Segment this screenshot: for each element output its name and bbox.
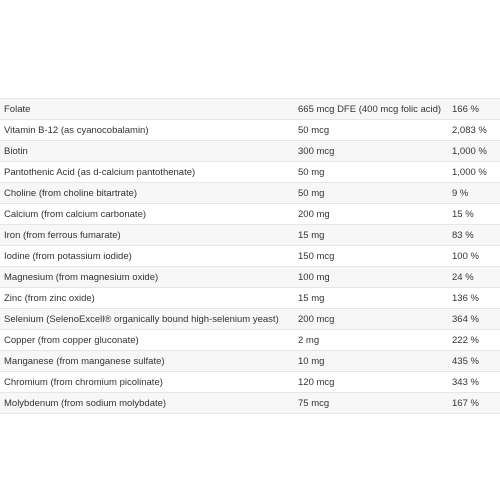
nutrient-amount: 15 mg [298,224,452,246]
nutrient-name: Copper (from copper gluconate) [0,329,298,351]
nutrient-daily-value: 15 % [452,203,500,225]
table-row: Pantothenic Acid (as d-calcium pantothen… [0,161,500,183]
nutrient-name: Zinc (from zinc oxide) [0,287,298,309]
nutrient-daily-value: 83 % [452,224,500,246]
table-row: Selenium (SelenoExcell® organically boun… [0,308,500,330]
nutrient-amount: 10 mg [298,350,452,372]
nutrient-daily-value: 24 % [452,266,500,288]
table-row: Chromium (from chromium picolinate) 120 m… [0,371,500,393]
nutrient-daily-value: 343 % [452,371,500,393]
nutrient-daily-value: 2,083 % [452,119,500,141]
nutrient-name: Calcium (from calcium carbonate) [0,203,298,225]
nutrient-amount: 50 mg [298,182,452,204]
nutrient-amount: 200 mcg [298,308,452,330]
table-row: Calcium (from calcium carbonate) 200 mg 15… [0,203,500,225]
nutrient-name: Choline (from choline bitartrate) [0,182,298,204]
nutrient-amount: 200 mg [298,203,452,225]
nutrient-amount: 2 mg [298,329,452,351]
nutrient-amount: 50 mcg [298,119,452,141]
table-row: Iron (from ferrous fumarate) 15 mg 83 % [0,224,500,246]
nutrient-name: Selenium (SelenoExcell® organically boun… [0,308,298,330]
nutrient-name: Magnesium (from magnesium oxide) [0,266,298,288]
table-row: Vitamin B-12 (as cyanocobalamin) 50 mcg 2,… [0,119,500,141]
nutrient-daily-value: 222 % [452,329,500,351]
nutrient-name: Iron (from ferrous fumarate) [0,224,298,246]
table-row: Biotin 300 mcg 1,000 % [0,140,500,162]
nutrient-amount: 665 mcg DFE (400 mcg folic acid) [298,98,452,120]
nutrient-daily-value: 9 % [452,182,500,204]
nutrient-amount: 300 mcg [298,140,452,162]
nutrient-name: Biotin [0,140,298,162]
nutrient-daily-value: 435 % [452,350,500,372]
nutrient-name: Vitamin B-12 (as cyanocobalamin) [0,119,298,141]
nutrient-daily-value: 1,000 % [452,140,500,162]
nutrient-daily-value: 1,000 % [452,161,500,183]
nutrient-name: Chromium (from chromium picolinate) [0,371,298,393]
nutrient-daily-value: 100 % [452,245,500,267]
table-row: Choline (from choline bitartrate) 50 mg 9 … [0,182,500,204]
nutrient-name: Manganese (from manganese sulfate) [0,350,298,372]
nutrient-daily-value: 166 % [452,98,500,120]
nutrient-amount: 75 mcg [298,392,452,414]
nutrient-daily-value: 167 % [452,392,500,414]
table-row: Copper (from copper gluconate) 2 mg 222 % [0,329,500,351]
nutrient-amount: 50 mg [298,161,452,183]
nutrient-name: Pantothenic Acid (as d-calcium pantothen… [0,161,298,183]
nutrient-amount: 120 mcg [298,371,452,393]
nutrient-daily-value: 136 % [452,287,500,309]
table-row: Iodine (from potassium iodide) 150 mcg 100… [0,245,500,267]
nutrient-name: Folate [0,98,298,120]
table-row: Folate 665 mcg DFE (400 mcg folic acid) 16… [0,98,500,120]
nutrient-amount: 15 mg [298,287,452,309]
nutrient-amount: 100 mg [298,266,452,288]
nutrition-facts-table: Folate 665 mcg DFE (400 mcg folic acid) 16… [0,98,500,414]
table-row: Molybdenum (from sodium molybdate) 75 mcg… [0,392,500,414]
nutrient-amount: 150 mcg [298,245,452,267]
table-row: Manganese (from manganese sulfate) 10 mg 4… [0,350,500,372]
table-row: Zinc (from zinc oxide) 15 mg 136 % [0,287,500,309]
nutrient-name: Molybdenum (from sodium molybdate) [0,392,298,414]
table-row: Magnesium (from magnesium oxide) 100 mg 24… [0,266,500,288]
nutrient-name: Iodine (from potassium iodide) [0,245,298,267]
nutrition-table-body: Folate 665 mcg DFE (400 mcg folic acid) 16… [0,98,500,414]
nutrient-daily-value: 364 % [452,308,500,330]
